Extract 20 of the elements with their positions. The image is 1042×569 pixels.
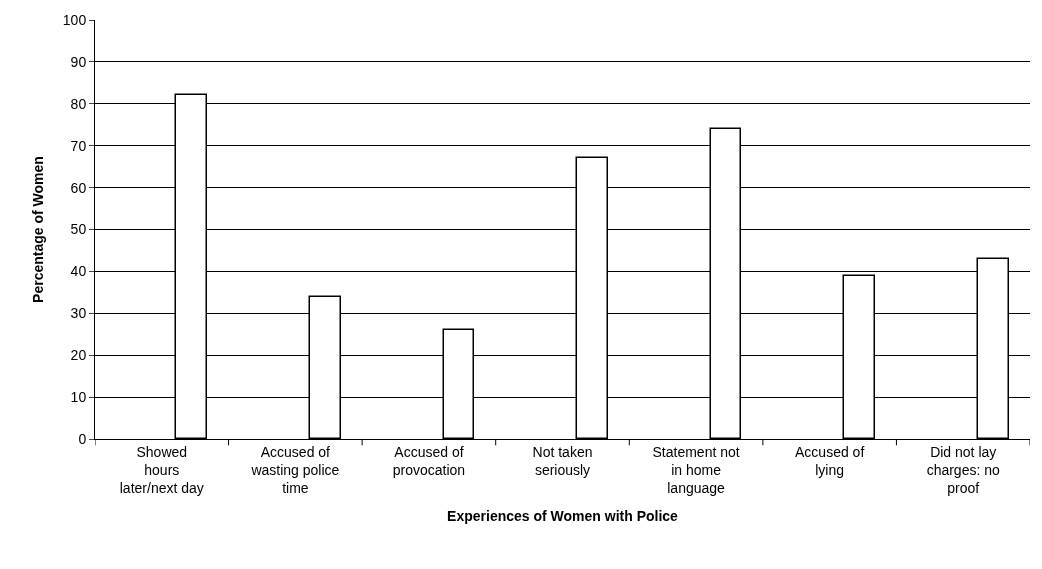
- y-tick-label: 50: [70, 221, 87, 238]
- x-axis-title: Experiences of Women with Police: [447, 507, 679, 524]
- y-tick-label: 20: [70, 347, 87, 364]
- x-tick-label: Showed hours later/next day: [119, 443, 204, 497]
- x-tick-label: Did not lay charges: no proof: [926, 443, 1000, 497]
- y-tick-label: 60: [70, 179, 87, 196]
- x-tick-label: Accused of lying: [795, 443, 865, 478]
- x-tick-label: Accused of provocation: [392, 443, 466, 478]
- y-tick-label: 0: [78, 430, 87, 447]
- x-tick-label: Not taken seriously: [532, 443, 593, 478]
- y-tick-label: 100: [62, 11, 87, 28]
- x-tick-label: Statement not in home language: [652, 443, 740, 497]
- y-axis-title: Percentage of Women: [30, 156, 47, 303]
- y-tick-label: 80: [70, 95, 87, 112]
- y-tick-label: 70: [70, 137, 87, 154]
- y-tick-label: 90: [70, 53, 87, 70]
- y-tick-label: 30: [70, 305, 87, 322]
- y-tick-label: 10: [70, 389, 87, 405]
- y-tick-label: 40: [70, 263, 87, 280]
- x-tick-label: Accused of wasting police time: [250, 443, 340, 497]
